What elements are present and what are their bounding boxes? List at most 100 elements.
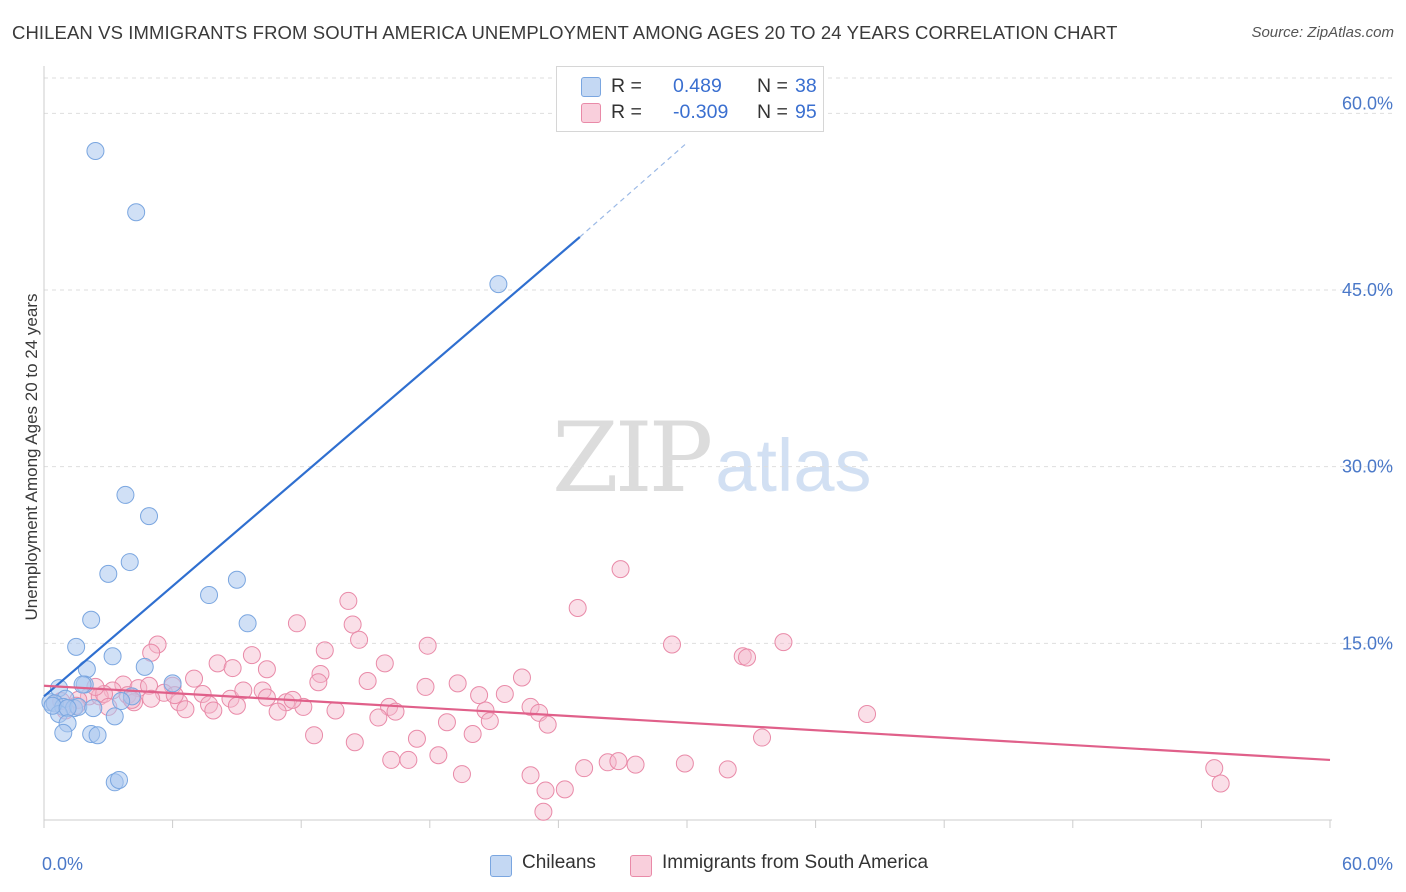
trend-lines <box>43 142 1331 762</box>
data-point-chileans <box>116 485 135 504</box>
data-point-immigrants <box>382 750 401 769</box>
legend-n-label: N = <box>757 101 788 123</box>
correlation-legend: R = 0.489 N = 38 R = -0.309 N = 95 <box>556 66 824 132</box>
legend-swatch-pink <box>581 103 601 123</box>
y-tick-label: 60.0% <box>1342 93 1393 113</box>
data-point-immigrants <box>470 686 489 705</box>
data-point-immigrants <box>448 674 467 693</box>
data-point-immigrants <box>452 765 471 784</box>
data-point-immigrants <box>257 660 276 679</box>
legend-r-label: R = <box>611 75 642 97</box>
y-tick-label: 15.0% <box>1342 633 1393 653</box>
data-point-immigrants <box>534 802 553 821</box>
data-point-immigrants <box>480 712 499 731</box>
legend-swatch-pink <box>630 855 652 877</box>
data-point-immigrants <box>418 636 437 655</box>
legend-label-chileans: Chileans <box>522 852 596 873</box>
data-point-immigrants <box>1205 759 1224 778</box>
data-point-immigrants <box>309 673 328 692</box>
x-tick-label: 0.0% <box>42 854 83 874</box>
data-point-chileans <box>86 142 105 161</box>
data-point-chileans <box>163 674 182 693</box>
data-point-immigrants <box>358 672 377 691</box>
chileans-points <box>41 142 508 792</box>
data-point-chileans <box>227 570 246 589</box>
data-point-chileans <box>112 692 131 711</box>
watermark: ZIPatlas <box>552 402 872 514</box>
data-point-immigrants <box>568 599 587 617</box>
data-point-chileans <box>58 699 77 718</box>
data-point-immigrants <box>675 754 694 773</box>
source-label: Source: ZipAtlas.com <box>1251 24 1394 41</box>
data-point-immigrants <box>512 668 531 687</box>
data-point-immigrants <box>611 560 630 579</box>
data-point-chileans <box>135 657 154 676</box>
data-point-immigrants <box>315 641 334 660</box>
trend-line-chileans <box>43 236 581 698</box>
data-point-chileans <box>110 770 129 789</box>
data-point-immigrants <box>416 677 435 696</box>
trend-line-chileans-extension <box>579 142 688 238</box>
data-point-chileans <box>120 553 139 572</box>
data-point-immigrants <box>339 591 358 610</box>
data-point-immigrants <box>429 746 448 765</box>
data-point-immigrants <box>223 659 242 678</box>
legend-label-immigrants: Immigrants from South America <box>662 852 929 873</box>
data-point-immigrants <box>369 708 388 727</box>
data-point-immigrants <box>774 633 793 652</box>
data-point-immigrants <box>343 615 362 634</box>
chart-title: CHILEAN VS IMMIGRANTS FROM SOUTH AMERICA… <box>12 22 1118 43</box>
data-point-chileans <box>103 647 122 666</box>
legend-n-value: 95 <box>795 101 817 123</box>
legend-r-label: R = <box>611 101 642 123</box>
data-point-immigrants <box>227 696 246 715</box>
data-point-immigrants <box>495 684 514 703</box>
data-point-immigrants <box>521 766 540 785</box>
data-point-chileans <box>127 203 146 222</box>
watermark-atlas: atlas <box>715 424 872 507</box>
data-point-immigrants <box>538 715 557 734</box>
y-axis-title: Unemployment Among Ages 20 to 24 years <box>22 294 41 621</box>
data-point-immigrants <box>738 648 757 667</box>
data-point-immigrants <box>662 635 681 654</box>
legend-swatch-blue <box>581 77 601 97</box>
data-point-immigrants <box>555 780 574 799</box>
data-point-immigrants <box>345 733 364 752</box>
y-tick-label: 45.0% <box>1342 280 1393 300</box>
legend-swatch-blue <box>490 855 512 877</box>
data-point-immigrants <box>1211 774 1230 793</box>
data-point-immigrants <box>375 654 394 673</box>
trend-line-immigrants <box>43 684 1331 762</box>
legend-n-value: 38 <box>795 75 817 97</box>
data-point-immigrants <box>626 755 645 774</box>
data-point-chileans <box>43 696 62 715</box>
data-point-immigrants <box>305 726 324 745</box>
data-point-chileans <box>99 564 118 583</box>
data-point-immigrants <box>463 725 482 744</box>
data-point-immigrants <box>437 713 456 732</box>
data-point-chileans <box>200 586 219 605</box>
axes <box>43 66 1332 828</box>
data-point-immigrants <box>399 750 418 769</box>
data-point-chileans <box>238 614 257 633</box>
immigrants-points <box>45 560 1230 821</box>
data-point-immigrants <box>609 752 628 771</box>
legend-n-label: N = <box>757 75 788 97</box>
data-point-immigrants <box>221 689 240 708</box>
data-point-immigrants <box>386 702 405 721</box>
data-point-immigrants <box>858 705 877 723</box>
data-point-immigrants <box>268 702 287 721</box>
data-point-chileans <box>82 610 101 629</box>
data-point-immigrants <box>142 689 161 708</box>
data-point-chileans <box>54 723 73 742</box>
legend-r-value: -0.309 <box>673 101 729 123</box>
data-point-immigrants <box>176 700 195 719</box>
data-point-chileans <box>84 699 103 718</box>
tick-labels: 15.0% 30.0% 45.0% 60.0% 0.0% 60.0% Unemploymen… <box>22 93 1393 874</box>
data-point-immigrants <box>287 614 306 633</box>
data-point-immigrants <box>185 669 204 688</box>
data-point-chileans <box>140 507 159 526</box>
data-point-chileans <box>73 675 92 694</box>
data-point-chileans <box>489 275 508 294</box>
